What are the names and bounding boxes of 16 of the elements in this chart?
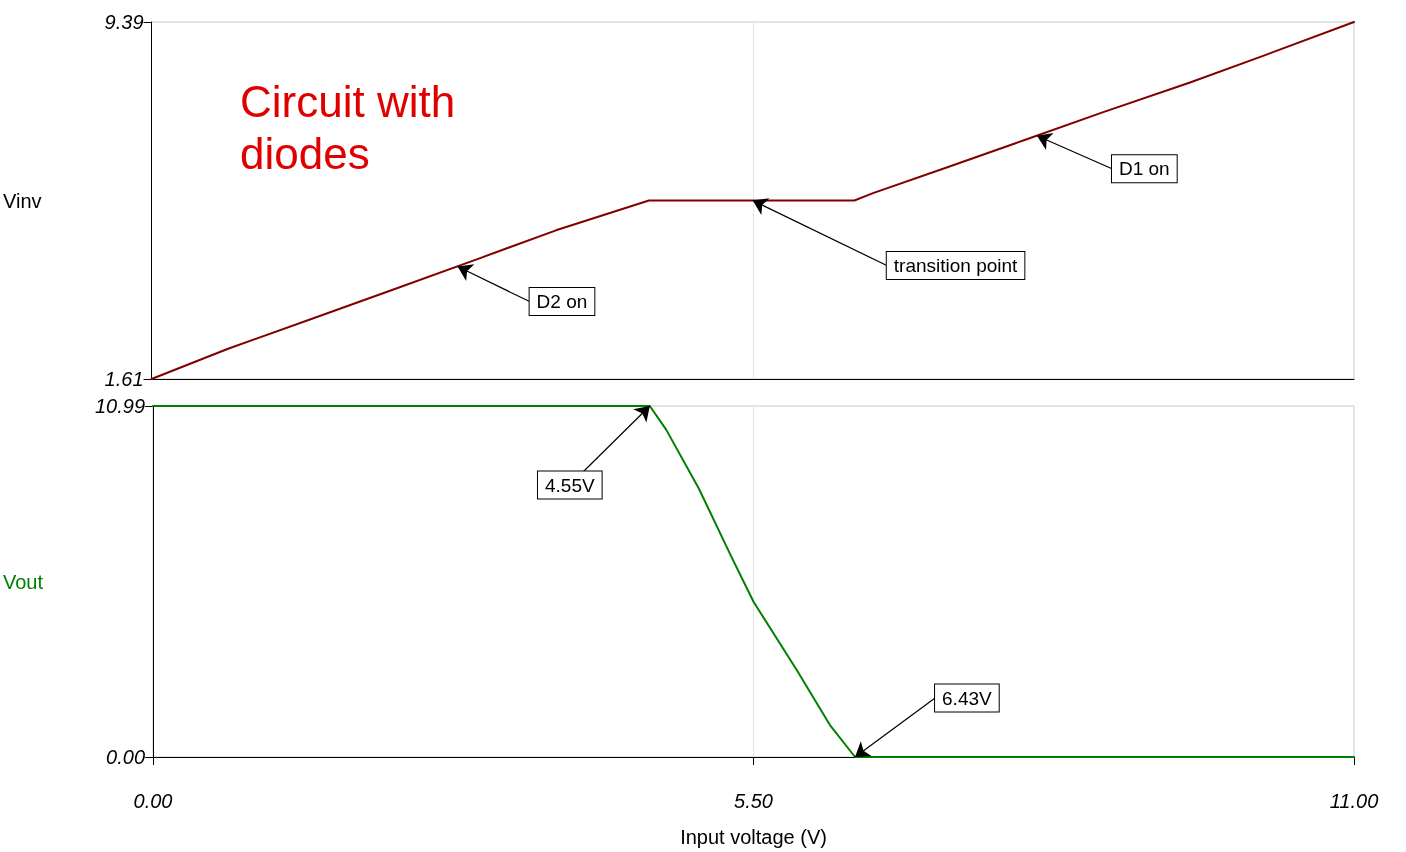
x-axis-title: Input voltage (V) <box>680 826 827 848</box>
annotation: 4.55V <box>544 474 595 496</box>
y-tick-label: 10.99 <box>94 395 146 417</box>
annotation: 6.43V <box>942 687 993 709</box>
x-tick-label: 5.50 <box>734 790 773 812</box>
y-tick-label: 9.39 <box>104 11 144 33</box>
annotation: D1 on <box>1118 158 1170 180</box>
y-axis-title: Vout <box>2 570 44 593</box>
y-tick-label: 1.61 <box>104 368 144 390</box>
annotation: transition point <box>893 255 1019 276</box>
text: Circuit with diodes <box>240 76 468 178</box>
x-tick-label: 11.00 <box>1329 790 1379 812</box>
x-tick-label: 0.00 <box>133 790 173 812</box>
annotation: D2 on <box>536 291 588 313</box>
y-axis-title: Vinv <box>3 189 42 212</box>
y-tick-label: 0.00 <box>106 746 146 768</box>
